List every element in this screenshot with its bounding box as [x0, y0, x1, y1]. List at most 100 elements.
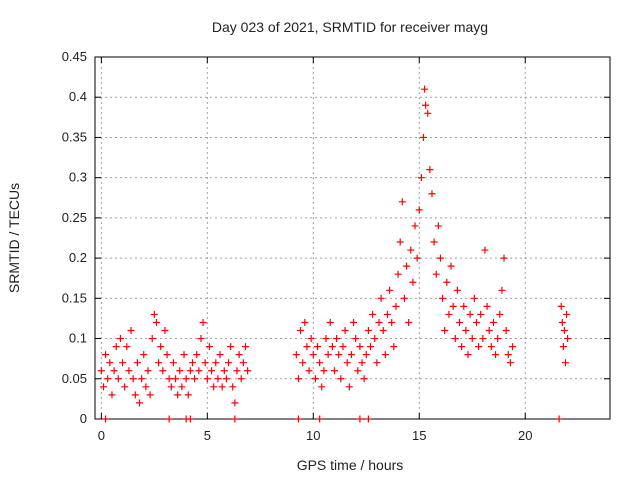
data-point [150, 310, 158, 318]
data-point [231, 399, 239, 407]
data-point [362, 351, 370, 359]
data-point [157, 343, 165, 351]
data-point [292, 351, 300, 359]
data-point [559, 343, 567, 351]
plot-frame [94, 56, 611, 420]
data-point [163, 351, 171, 359]
data-point [367, 343, 375, 351]
data-point [180, 351, 188, 359]
data-point [205, 343, 213, 351]
data-point [136, 399, 144, 407]
data-point [244, 367, 252, 375]
data-point [407, 246, 415, 254]
data-point [439, 294, 447, 302]
y-tick-label: 0.3 [69, 170, 87, 185]
baseline-marker [165, 415, 173, 423]
data-point [146, 391, 154, 399]
data-point [462, 327, 470, 335]
data-point [426, 166, 434, 174]
y-tick-label: 0.25 [62, 210, 87, 225]
data-point [466, 310, 474, 318]
data-point [492, 351, 500, 359]
baseline-marker [186, 415, 194, 423]
baseline-marker [294, 415, 302, 423]
data-point [428, 190, 436, 198]
data-point [172, 375, 180, 383]
data-point [235, 351, 243, 359]
data-point [142, 383, 150, 391]
data-point [564, 335, 572, 343]
data-point [216, 351, 224, 359]
data-point [195, 367, 203, 375]
data-point [301, 318, 309, 326]
data-point [99, 383, 107, 391]
data-point [305, 367, 313, 375]
data-point [504, 351, 512, 359]
baseline-marker [316, 415, 324, 423]
data-point [116, 335, 124, 343]
data-point [441, 327, 449, 335]
data-point [129, 375, 137, 383]
data-point [494, 335, 502, 343]
x-tick-label: 10 [306, 428, 320, 443]
x-tick-label: 15 [412, 428, 426, 443]
data-point [472, 318, 480, 326]
data-point [417, 174, 425, 182]
data-point [203, 375, 211, 383]
data-point [303, 343, 311, 351]
data-point [415, 206, 423, 214]
data-point [371, 335, 379, 343]
data-point [470, 294, 478, 302]
data-point [112, 343, 120, 351]
y-tick-label: 0.4 [69, 89, 87, 104]
data-point [506, 359, 514, 367]
data-point [119, 359, 127, 367]
data-point [222, 375, 230, 383]
y-tick-label: 0.35 [62, 129, 87, 144]
grid-lines [95, 57, 610, 419]
data-point [324, 351, 332, 359]
data-point [239, 359, 247, 367]
data-point [373, 359, 381, 367]
data-point [144, 367, 152, 375]
data-point [422, 101, 430, 109]
data-point [169, 359, 177, 367]
data-point [311, 375, 319, 383]
data-point [468, 335, 476, 343]
data-point [97, 367, 105, 375]
data-point [309, 351, 317, 359]
data-point [436, 254, 444, 262]
data-point [400, 294, 408, 302]
data-point [186, 367, 194, 375]
data-point [191, 375, 199, 383]
data-point [403, 262, 411, 270]
data-point [225, 359, 233, 367]
data-point [152, 318, 160, 326]
data-point [509, 343, 517, 351]
data-point [335, 351, 343, 359]
data-point [350, 318, 358, 326]
data-point [182, 375, 190, 383]
data-point [339, 343, 347, 351]
y-axis: 0 0.05 0.1 0.15 0.2 0.25 0.3 0.35 0.4 0.45 [62, 49, 610, 426]
data-point [394, 270, 402, 278]
baseline-marker [364, 415, 372, 423]
data-point [443, 278, 451, 286]
y-tick-label: 0 [80, 411, 87, 426]
data-point [178, 383, 186, 391]
data-point [201, 359, 209, 367]
data-point [108, 391, 116, 399]
data-point [320, 367, 328, 375]
data-point [214, 375, 222, 383]
data-point [413, 254, 421, 262]
data-point [229, 383, 237, 391]
data-point [557, 302, 565, 310]
data-point [197, 335, 205, 343]
data-point [377, 294, 385, 302]
data-point [464, 351, 472, 359]
data-point [347, 351, 355, 359]
data-point [477, 310, 485, 318]
data-point [500, 254, 508, 262]
y-tick-label: 0.1 [69, 331, 87, 346]
